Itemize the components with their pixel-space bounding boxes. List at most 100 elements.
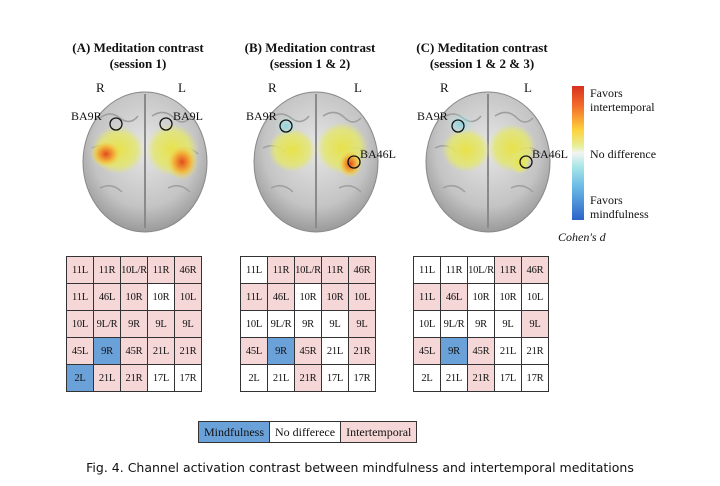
channel-cell: 11R — [441, 257, 468, 284]
channel-cell: 9L/R — [94, 311, 121, 338]
cohens-d-colorbar — [572, 86, 584, 220]
channel-cell: 10R — [468, 284, 495, 311]
channel-cell: 10L — [349, 284, 376, 311]
marker-label-ba9r-b: BA9R — [246, 109, 277, 123]
channel-cell: 9L — [522, 311, 549, 338]
channel-cell: 21L — [441, 365, 468, 392]
marker-label-ba9r-c: BA9R — [417, 109, 448, 123]
channel-cell: 11L — [241, 257, 268, 284]
colorbar-mid-label: No difference — [590, 147, 657, 161]
channel-cell: 9R — [121, 311, 148, 338]
channel-cell: 10L — [414, 311, 441, 338]
channel-cell: 45R — [468, 338, 495, 365]
brain-map-b: BA9R BA46L — [246, 91, 396, 233]
brain-map-c: BA9R BA46L — [417, 91, 568, 233]
channel-cell: 21L — [148, 338, 175, 365]
colorbar-top-label: Favors intertemporal — [590, 86, 655, 114]
channel-cell: 9L — [349, 311, 376, 338]
channel-cell: 21L — [322, 338, 349, 365]
channel-cell: 46R — [175, 257, 202, 284]
channel-cell: 9R — [295, 311, 322, 338]
channel-cell: 9L — [322, 311, 349, 338]
channel-cell: 46R — [349, 257, 376, 284]
legend-no-difference: No differece — [270, 422, 342, 442]
channel-cell: 10L — [175, 284, 202, 311]
channel-grid-a: 11L 11R 10L/R 11R 46R 11L 46L 10R 10R 10L 10L 9L/R 9… — [66, 256, 202, 392]
channel-cell: 9R — [441, 338, 468, 365]
marker-label-ba9r-a: BA9R — [71, 109, 102, 123]
channel-cell: 2L — [241, 365, 268, 392]
panel-a-title-line2: (session 1) — [109, 56, 167, 71]
channel-cell: 11R — [94, 257, 121, 284]
channel-cell: 21L — [495, 338, 522, 365]
channel-cell: 10R — [495, 284, 522, 311]
channel-cell: 45L — [414, 338, 441, 365]
panel-c-title-line2: (session 1 & 2 & 3) — [429, 56, 535, 71]
channel-cell: 45L — [241, 338, 268, 365]
channel-cell: 9R — [94, 338, 121, 365]
channel-cell: 10L/R — [468, 257, 495, 284]
channel-cell: 46R — [522, 257, 549, 284]
marker-label-ba46l-c: BA46L — [532, 147, 568, 161]
channel-cell: 9L — [148, 311, 175, 338]
channel-cell: 11R — [148, 257, 175, 284]
channel-cell: 9L — [495, 311, 522, 338]
channel-cell: 10R — [295, 284, 322, 311]
channel-cell: 45R — [121, 338, 148, 365]
colorbar-top-label-2: intertemporal — [590, 100, 655, 114]
channel-cell: 21R — [522, 338, 549, 365]
channel-cell: 45R — [295, 338, 322, 365]
channel-cell: 21R — [349, 338, 376, 365]
panel-c-title: (C) Meditation contrast (session 1 & 2 &… — [392, 40, 572, 72]
marker-circle-ba9r-c — [451, 119, 465, 133]
panel-b-title-line1: (B) Meditation contrast — [244, 40, 376, 55]
channel-cell: 10L — [241, 311, 268, 338]
channel-cell: 10R — [121, 284, 148, 311]
panel-b-title-line2: (session 1 & 2) — [269, 56, 351, 71]
channel-cell: 9L/R — [268, 311, 295, 338]
channel-cell: 21R — [121, 365, 148, 392]
channel-cell: 17L — [495, 365, 522, 392]
panel-a-title-line1: (A) Meditation contrast — [72, 40, 204, 55]
channel-cell: 11L — [67, 257, 94, 284]
channel-cell: 17R — [175, 365, 202, 392]
marker-circle-ba9r-a — [109, 117, 123, 131]
marker-label-ba46l-b: BA46L — [360, 147, 396, 161]
channel-grid-c: 11L 11R 10L/R 11R 46R 11L 46L 10R 10R 10L 10L 9L/R 9… — [413, 256, 549, 392]
marker-circle-ba9l-a — [159, 117, 173, 131]
state-legend: Mindfulness No differece Intertemporal — [198, 421, 418, 443]
panel-c-right-label: R — [440, 80, 449, 95]
channel-cell: 21L — [94, 365, 121, 392]
channel-cell: 10L — [522, 284, 549, 311]
channel-cell: 17R — [522, 365, 549, 392]
panel-c-left-label: L — [524, 80, 532, 95]
legend-intertemporal: Intertemporal — [341, 422, 417, 442]
channel-cell: 11L — [414, 284, 441, 311]
panel-b-right-label: R — [268, 80, 277, 95]
panel-b-left-label: L — [354, 80, 362, 95]
channel-cell: 45L — [67, 338, 94, 365]
channel-cell: 46L — [441, 284, 468, 311]
panel-a-left-label: L — [178, 80, 186, 95]
marker-circle-ba46l-b — [347, 155, 361, 169]
channel-cell: 9L/R — [441, 311, 468, 338]
panel-a-title: (A) Meditation contrast (session 1) — [48, 40, 228, 72]
legend-mindfulness: Mindfulness — [199, 422, 270, 442]
channel-cell: 10L — [67, 311, 94, 338]
colorbar-bottom-label-1: Favors — [590, 193, 623, 207]
marker-label-ba9l-a: BA9L — [173, 109, 203, 123]
channel-cell: 11L — [241, 284, 268, 311]
channel-cell: 46L — [94, 284, 121, 311]
channel-cell: 21R — [295, 365, 322, 392]
channel-cell: 21R — [175, 338, 202, 365]
channel-cell: 17R — [349, 365, 376, 392]
channel-cell: 10R — [148, 284, 175, 311]
panel-a-right-label: R — [96, 80, 105, 95]
colorbar-bottom-label: Favors mindfulness — [590, 193, 649, 221]
figure-caption: Fig. 4. Channel activation contrast betw… — [86, 460, 634, 475]
channel-cell: 11R — [495, 257, 522, 284]
channel-cell: 10L/R — [295, 257, 322, 284]
brain-map-a: BA9R BA9L — [71, 91, 208, 233]
channel-cell: 21L — [268, 365, 295, 392]
channel-cell: 11R — [322, 257, 349, 284]
